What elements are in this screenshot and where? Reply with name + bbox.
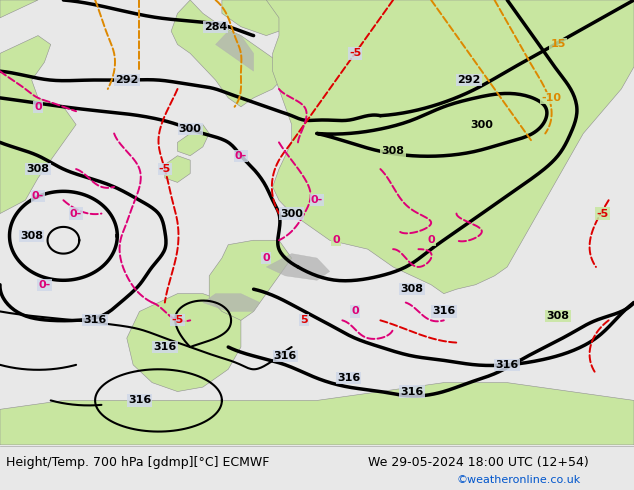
Text: 308: 308 <box>547 311 569 321</box>
Text: 0: 0 <box>262 253 270 263</box>
Text: 0: 0 <box>332 235 340 245</box>
Text: 0-: 0- <box>32 191 44 201</box>
Text: 316: 316 <box>84 316 107 325</box>
Text: 308: 308 <box>401 284 424 294</box>
Text: 316: 316 <box>153 342 176 352</box>
Text: 0-: 0- <box>235 151 247 161</box>
Text: -5: -5 <box>171 316 184 325</box>
Polygon shape <box>0 36 76 214</box>
Text: 300: 300 <box>470 120 493 129</box>
Text: 316: 316 <box>432 306 455 317</box>
Text: -5: -5 <box>158 164 171 174</box>
Text: 300: 300 <box>179 124 202 134</box>
Text: 292: 292 <box>458 75 481 85</box>
Text: 0: 0 <box>427 235 435 245</box>
Text: 308: 308 <box>382 147 404 156</box>
Text: We 29-05-2024 18:00 UTC (12+54): We 29-05-2024 18:00 UTC (12+54) <box>368 456 588 468</box>
Text: 5: 5 <box>301 316 308 325</box>
Text: 316: 316 <box>496 360 519 370</box>
Polygon shape <box>171 0 285 107</box>
Text: 0: 0 <box>34 102 42 112</box>
Text: 316: 316 <box>401 387 424 396</box>
Text: 15: 15 <box>550 40 566 49</box>
Polygon shape <box>0 0 38 18</box>
Polygon shape <box>203 294 260 312</box>
Text: Height/Temp. 700 hPa [gdmp][°C] ECMWF: Height/Temp. 700 hPa [gdmp][°C] ECMWF <box>6 456 269 468</box>
Text: 292: 292 <box>115 75 138 85</box>
Text: 316: 316 <box>337 373 360 383</box>
Text: 300: 300 <box>280 209 303 219</box>
Polygon shape <box>209 240 292 320</box>
Polygon shape <box>165 156 190 182</box>
Polygon shape <box>216 31 254 71</box>
Polygon shape <box>266 0 634 294</box>
Text: 308: 308 <box>27 164 49 174</box>
Polygon shape <box>266 254 330 280</box>
Text: 308: 308 <box>20 231 43 241</box>
Text: 284: 284 <box>204 22 227 32</box>
Text: -5: -5 <box>596 209 609 219</box>
Text: 0-: 0- <box>311 195 323 205</box>
Text: 0-: 0- <box>38 280 51 290</box>
Polygon shape <box>222 0 304 36</box>
Polygon shape <box>0 383 634 445</box>
Text: -10: -10 <box>541 93 562 103</box>
Text: ©weatheronline.co.uk: ©weatheronline.co.uk <box>456 475 581 486</box>
Text: -5: -5 <box>349 49 361 58</box>
Text: 316: 316 <box>274 351 297 361</box>
Text: 0: 0 <box>351 306 359 317</box>
Text: 316: 316 <box>128 395 151 405</box>
Text: 0-: 0- <box>70 209 82 219</box>
Polygon shape <box>127 294 241 392</box>
Polygon shape <box>178 124 209 156</box>
